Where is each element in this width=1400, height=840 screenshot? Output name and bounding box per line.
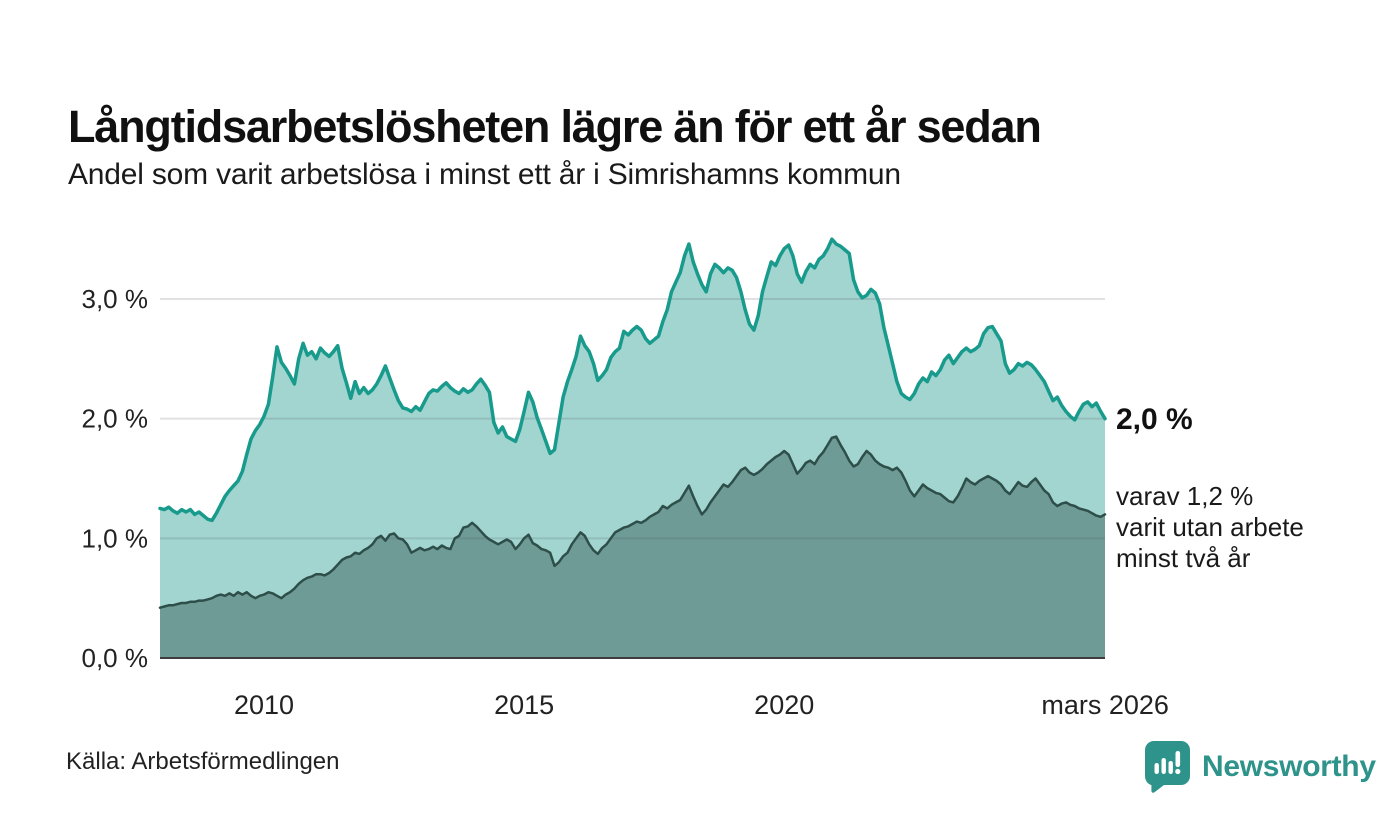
x-tick-label: mars 2026 xyxy=(1041,690,1169,720)
series-area xyxy=(160,436,1105,658)
chart-title: Långtidsarbetslösheten lägre än för ett … xyxy=(68,101,1042,153)
annotation-line: minst två år xyxy=(1116,543,1251,573)
annotation-line: varav 1,2 % xyxy=(1116,481,1254,511)
chart-subtitle: Andel som varit arbetslösa i minst ett å… xyxy=(68,158,901,191)
series-line xyxy=(158,237,1107,523)
y-tick-label: 0,0 % xyxy=(82,643,149,673)
source-note: Källa: Arbetsförmedlingen xyxy=(66,748,340,775)
annotation-line: varit utan arbete xyxy=(1116,512,1304,542)
newsworthy-icon xyxy=(1144,741,1190,793)
secondary-annotation: varav 1,2 % varit utan arbete minst två … xyxy=(1116,481,1304,574)
x-tick-label: 2015 xyxy=(494,690,554,720)
newsworthy-wordmark: Newsworthy xyxy=(1202,749,1376,783)
y-tick-label: 1,0 % xyxy=(82,523,149,553)
end-value-label: 2,0 % xyxy=(1116,403,1193,436)
series-line xyxy=(158,435,1107,609)
y-tick-label: 3,0 % xyxy=(82,284,149,314)
x-tick-label: 2010 xyxy=(234,690,294,720)
y-tick-label: 2,0 % xyxy=(82,404,149,434)
x-tick-label: 2020 xyxy=(754,690,814,720)
newsworthy-logo: Newsworthy xyxy=(1144,740,1376,793)
